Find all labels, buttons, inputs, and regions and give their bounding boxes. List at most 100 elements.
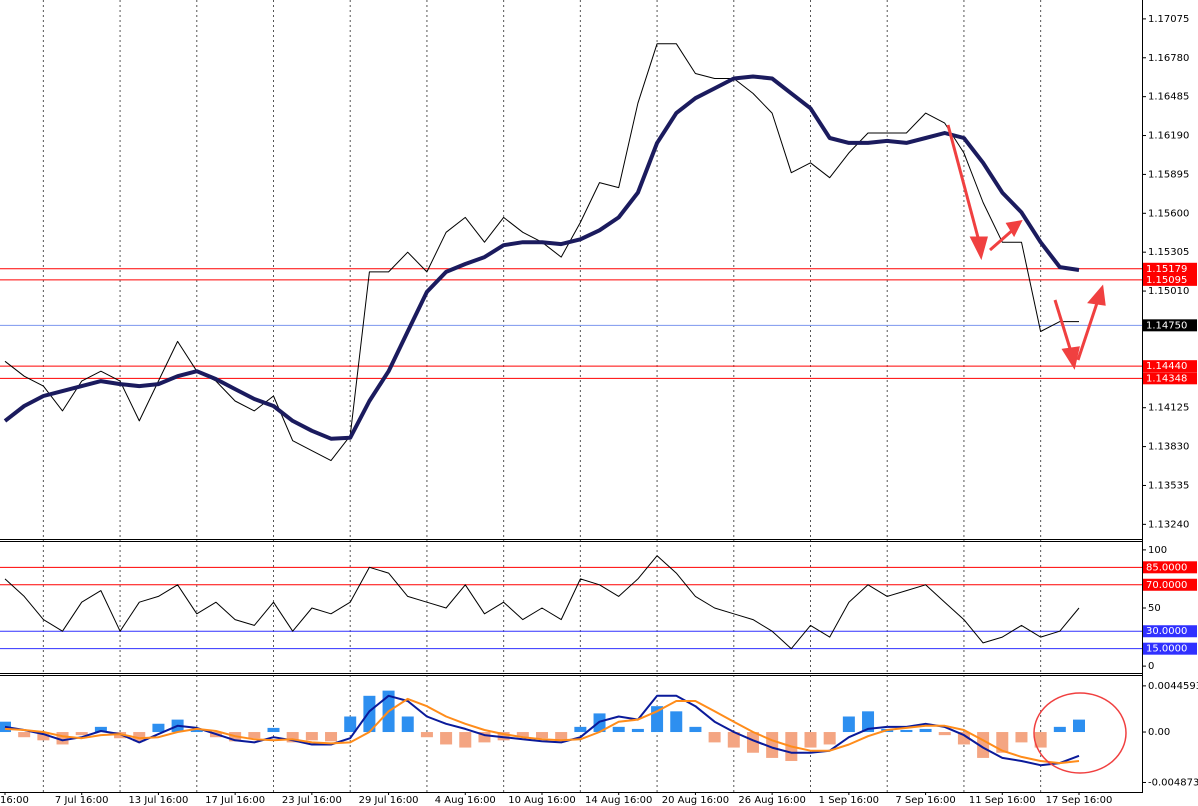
bar bbox=[37, 732, 50, 741]
x-tick-label: 7 Jul 16:00 bbox=[55, 795, 109, 806]
bar bbox=[1073, 719, 1085, 733]
bar bbox=[94, 726, 107, 733]
y-tick-label: 1.14125 bbox=[1148, 403, 1189, 414]
x-tick-label: 13 Jul 16:00 bbox=[128, 795, 188, 806]
grid bbox=[42, 0, 1042, 792]
bar bbox=[555, 732, 568, 742]
y-tick-label: 50 bbox=[1148, 603, 1161, 614]
bar bbox=[689, 726, 702, 733]
bar bbox=[996, 732, 1009, 753]
level-label-bg bbox=[1143, 642, 1197, 655]
x-tick-label: 14 Aug 16:00 bbox=[585, 795, 652, 806]
x-tick-label: 4 Aug 16:00 bbox=[435, 795, 496, 806]
level-label: 30.0000 bbox=[1146, 626, 1187, 637]
x-tick-label: 29 Jul 16:00 bbox=[359, 795, 419, 806]
bar bbox=[497, 732, 510, 741]
bar bbox=[1034, 732, 1047, 748]
x-tick-label: 17 Sep 16:00 bbox=[1046, 795, 1113, 806]
arrowhead bbox=[1005, 220, 1023, 238]
bar bbox=[631, 728, 644, 733]
arrow bbox=[946, 124, 982, 246]
level-label: 1.14750 bbox=[1146, 320, 1187, 331]
bar bbox=[325, 732, 338, 742]
y-tick-label: 1.16190 bbox=[1148, 131, 1189, 142]
bar bbox=[18, 732, 31, 738]
bar bbox=[420, 732, 433, 738]
y-tick-label: 100 bbox=[1148, 545, 1167, 556]
series-line bbox=[4, 555, 1080, 650]
level-label: 1.15179 bbox=[1146, 264, 1187, 275]
level-label: 70.0000 bbox=[1146, 580, 1187, 591]
x-tick-label: 26 Aug 16:00 bbox=[738, 795, 805, 806]
y-tick-label: 1.16485 bbox=[1148, 92, 1189, 103]
arrow bbox=[1076, 299, 1100, 361]
bar bbox=[957, 732, 970, 745]
y-tick-label: 1.13830 bbox=[1148, 442, 1189, 453]
bar bbox=[670, 711, 683, 733]
arrowhead bbox=[1087, 284, 1106, 306]
level-label-bg bbox=[1143, 319, 1197, 332]
bar bbox=[305, 732, 318, 741]
y-tick-label: 1.15305 bbox=[1148, 247, 1189, 258]
arrow bbox=[989, 226, 1016, 252]
y-tick-label: 1.16780 bbox=[1148, 53, 1189, 64]
level-label-bg bbox=[1143, 578, 1197, 591]
x-tick-label: 20 Aug 16:00 bbox=[662, 795, 729, 806]
level-label-bg bbox=[1143, 561, 1197, 574]
bar bbox=[248, 732, 261, 739]
y-tick-label: 1.13535 bbox=[1148, 480, 1189, 491]
x-tick-label: 17 Jul 16:00 bbox=[205, 795, 265, 806]
bar bbox=[1053, 726, 1066, 733]
y-tick-label: -0.0048737 bbox=[1148, 777, 1198, 788]
level-label-bg bbox=[1143, 360, 1197, 373]
level-label: 85.0000 bbox=[1146, 562, 1187, 573]
level-label-bg bbox=[1143, 625, 1197, 638]
bar bbox=[440, 732, 453, 745]
bar bbox=[1015, 732, 1028, 743]
bar bbox=[574, 726, 587, 733]
x-tick-label: 11 Sep 16:00 bbox=[969, 795, 1036, 806]
bar bbox=[152, 723, 165, 733]
series-line bbox=[4, 697, 1080, 765]
bar bbox=[746, 732, 759, 753]
x-tick-label: 23 Jul 16:00 bbox=[282, 795, 342, 806]
x-tick-label: 7 Sep 16:00 bbox=[895, 795, 955, 806]
bar bbox=[804, 732, 817, 748]
bar bbox=[478, 732, 491, 743]
y-tick-label: 1.15600 bbox=[1148, 208, 1189, 219]
level-label: 1.14348 bbox=[1146, 373, 1187, 384]
bar bbox=[727, 732, 740, 748]
x-tick-label: 16:00 bbox=[0, 795, 29, 806]
bar bbox=[190, 728, 203, 733]
bar bbox=[823, 732, 836, 745]
y-tick-label: 1.15010 bbox=[1148, 286, 1189, 297]
bar bbox=[286, 732, 299, 743]
level-label: 15.0000 bbox=[1146, 644, 1187, 655]
level-label-bg bbox=[1143, 273, 1197, 286]
bar bbox=[133, 732, 146, 742]
y-tick-label: 1.17075 bbox=[1148, 14, 1189, 25]
bar bbox=[842, 716, 855, 733]
y-tick-label: 0.0044593 bbox=[1148, 681, 1198, 692]
bar bbox=[401, 716, 414, 733]
arrowhead bbox=[969, 236, 988, 261]
level-label-bg bbox=[1143, 372, 1197, 385]
y-tick-label: 0.00 bbox=[1148, 727, 1170, 738]
bar bbox=[536, 732, 548, 739]
bar bbox=[919, 728, 932, 733]
bar bbox=[344, 716, 357, 733]
series-line bbox=[4, 694, 1080, 767]
level-label-bg bbox=[1143, 262, 1197, 275]
bar bbox=[459, 732, 472, 748]
bar bbox=[900, 729, 913, 733]
level-label: 1.15095 bbox=[1146, 275, 1187, 286]
plots: 1.17075 1.16780 1.16485 1.16190 1.15895 1.156… bbox=[0, 14, 1198, 806]
annotations bbox=[946, 124, 1127, 774]
bar bbox=[75, 732, 88, 736]
bar bbox=[938, 732, 951, 736]
bar bbox=[612, 726, 625, 733]
highlight-circle bbox=[1033, 692, 1127, 774]
y-tick-label: 0 bbox=[1148, 661, 1154, 672]
